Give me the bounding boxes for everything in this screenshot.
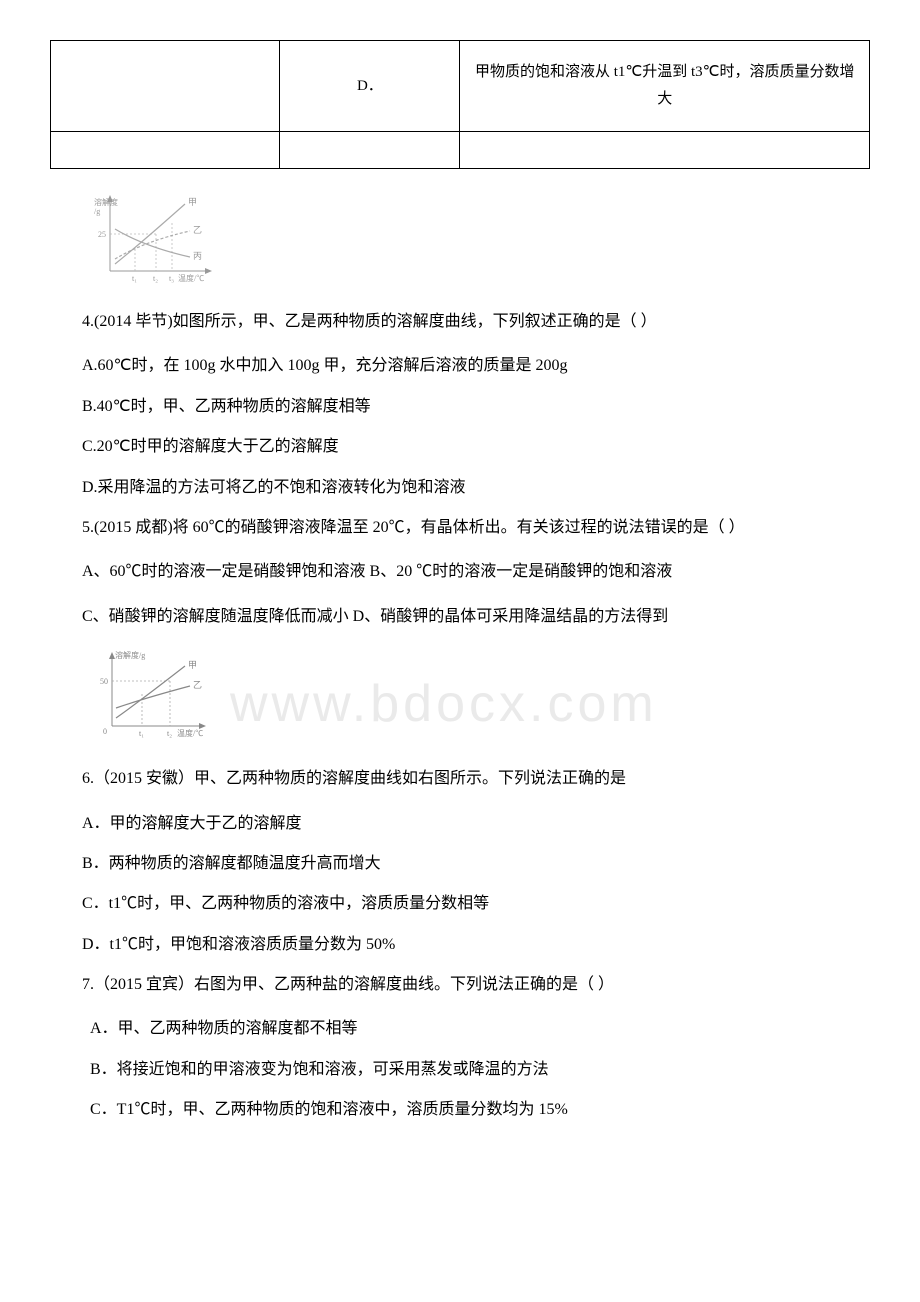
x-tick-1: t₁ <box>139 729 144 738</box>
q7-option-a: A．甲、乙两种物质的溶解度都不相等 <box>50 1014 870 1044</box>
q4-intro: 4.(2014 毕节)如图所示，甲、乙是两种物质的溶解度曲线，下列叙述正确的是（… <box>50 307 870 337</box>
q6-option-c: C．t1℃时，甲、乙两种物质的溶液中，溶质质量分数相等 <box>50 889 870 919</box>
graph-svg-1: 溶解度 /g 25 甲 乙 丙 t₁ t₂ t₃ 温度/℃ <box>90 189 230 289</box>
cell-empty <box>51 41 280 132</box>
label-bing: 丙 <box>193 251 202 261</box>
question-5: 5.(2015 成都)将 60℃的硝酸钾溶液降温至 20℃，有晶体析出。有关该过… <box>50 513 870 632</box>
q5-option-cd: C、硝酸钾的溶解度随温度降低而减小 D、硝酸钾的晶体可采用降温结晶的方法得到 <box>50 602 870 632</box>
curve-jia <box>116 666 185 718</box>
origin-label: 0 <box>103 727 107 736</box>
x-label: 温度/℃ <box>178 273 204 283</box>
q5-intro: 5.(2015 成都)将 60℃的硝酸钾溶液降温至 20℃，有晶体析出。有关该过… <box>50 513 870 543</box>
y-label-1: 溶解度 <box>94 197 118 207</box>
q7-intro: 7.（2015 宜宾）右图为甲、乙两种盐的溶解度曲线。下列说法正确的是（ ） <box>50 970 870 1000</box>
cell-empty <box>460 132 870 169</box>
q6-option-b: B．两种物质的溶解度都随温度升高而增大 <box>50 849 870 879</box>
x-tick-2: t₂ <box>153 274 158 283</box>
x-label: 温度/℃ <box>177 728 203 738</box>
cell-option-text: 甲物质的饱和溶液从 t1℃升温到 t3℃时，溶质质量分数增大 <box>460 41 870 132</box>
question-6: 6.（2015 安徽）甲、乙两种物质的溶解度曲线如右图所示。下列说法正确的是 A… <box>50 764 870 960</box>
q4-option-d: D.采用降温的方法可将乙的不饱和溶液转化为饱和溶液 <box>50 473 870 503</box>
y-tick-25: 25 <box>98 230 106 239</box>
y-label-2: /g <box>94 207 100 216</box>
question-7: 7.（2015 宜宾）右图为甲、乙两种盐的溶解度曲线。下列说法正确的是（ ） A… <box>50 970 870 1126</box>
cell-empty <box>51 132 280 169</box>
label-jia: 甲 <box>188 660 197 670</box>
label-yi: 乙 <box>193 225 202 235</box>
x-tick-3: t₃ <box>169 274 174 283</box>
cell-empty <box>280 132 460 169</box>
q6-option-a: A．甲的溶解度大于乙的溶解度 <box>50 809 870 839</box>
graph-svg-2: 溶解度/g 50 甲 乙 t₁ t₂ 温度/℃ 0 <box>90 646 220 746</box>
solubility-graph-1: 溶解度 /g 25 甲 乙 丙 t₁ t₂ t₃ 温度/℃ <box>90 189 870 289</box>
q4-option-a: A.60℃时，在 100g 水中加入 100g 甲，充分溶解后溶液的质量是 20… <box>50 351 870 381</box>
x-tick-2: t₂ <box>167 729 172 738</box>
q7-option-b: B．将接近饱和的甲溶液变为饱和溶液，可采用蒸发或降温的方法 <box>50 1055 870 1085</box>
table-row <box>51 132 870 169</box>
cell-option-letter: D． <box>280 41 460 132</box>
label-yi: 乙 <box>193 680 202 690</box>
label-jia: 甲 <box>188 197 197 207</box>
q6-intro: 6.（2015 安徽）甲、乙两种物质的溶解度曲线如右图所示。下列说法正确的是 <box>50 764 870 794</box>
options-table: D． 甲物质的饱和溶液从 t1℃升温到 t3℃时，溶质质量分数增大 <box>50 40 870 169</box>
q6-option-d: D．t1℃时，甲饱和溶液溶质质量分数为 50% <box>50 930 870 960</box>
q4-option-b: B.40℃时，甲、乙两种物质的溶解度相等 <box>50 392 870 422</box>
y-label: 溶解度/g <box>115 650 145 660</box>
q4-option-c: C.20℃时甲的溶解度大于乙的溶解度 <box>50 432 870 462</box>
curve-yi <box>116 686 190 708</box>
x-tick-1: t₁ <box>132 274 137 283</box>
table-row: D． 甲物质的饱和溶液从 t1℃升温到 t3℃时，溶质质量分数增大 <box>51 41 870 132</box>
q5-option-ab: A、60℃时的溶液一定是硝酸钾饱和溶液 B、20 ℃时的溶液一定是硝酸钾的饱和溶… <box>50 557 870 587</box>
solubility-graph-2: 溶解度/g 50 甲 乙 t₁ t₂ 温度/℃ 0 <box>90 646 870 746</box>
x-axis-arrow <box>205 268 212 274</box>
question-4: 4.(2014 毕节)如图所示，甲、乙是两种物质的溶解度曲线，下列叙述正确的是（… <box>50 307 870 503</box>
q7-option-c: C．T1℃时，甲、乙两种物质的饱和溶液中，溶质质量分数均为 15% <box>50 1095 870 1125</box>
y-tick-50: 50 <box>100 677 108 686</box>
curve-jia <box>115 204 185 264</box>
